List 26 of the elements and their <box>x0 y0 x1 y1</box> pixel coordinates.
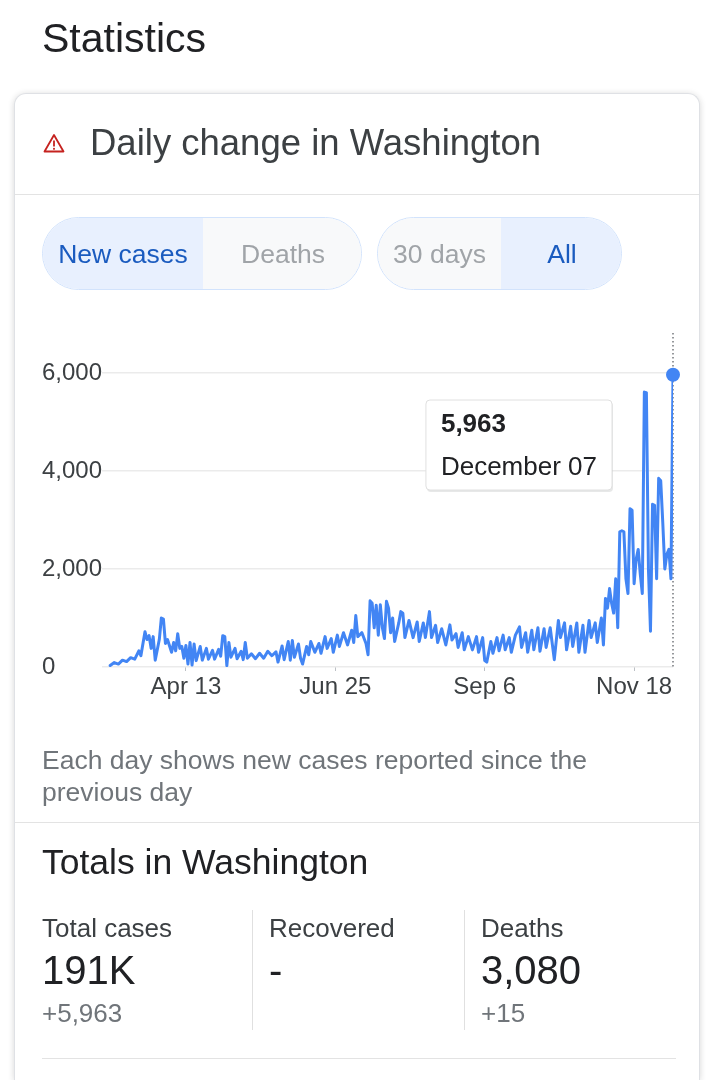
text: Statistics <box>42 14 207 63</box>
annotation: 5,963 <box>440 408 506 439</box>
text: Recovered <box>269 912 395 944</box>
text: 3,080 <box>481 947 582 994</box>
toggle-option: Deaths <box>203 218 361 289</box>
toggle-option: 30 days <box>378 218 501 289</box>
text: - <box>269 947 283 994</box>
text: +5,963 <box>42 997 123 1029</box>
toggle-option: All <box>501 218 621 289</box>
x-tick-label: Jun 25 <box>299 672 372 700</box>
annotation: December 07 <box>440 451 597 482</box>
text: Deaths <box>481 912 564 944</box>
text: 191K <box>42 947 136 994</box>
y-tick-label: 0 <box>42 651 56 679</box>
x-tick-label: Sep 6 <box>453 672 517 700</box>
text: +15 <box>481 997 526 1029</box>
toggle-option: New cases <box>43 218 203 289</box>
x-tick-label: Apr 13 <box>150 672 222 700</box>
text: Totals in Washington <box>42 841 369 883</box>
chart-title: Daily change in Washington <box>90 121 542 165</box>
y-tick-label: 4,000 <box>42 455 103 483</box>
text: Total cases <box>42 912 173 944</box>
x-tick-label: Nov 18 <box>596 672 673 700</box>
text: Each day shows new cases reported since the previous day <box>42 744 589 808</box>
y-tick-label: 6,000 <box>42 357 103 385</box>
y-tick-label: 2,000 <box>42 553 103 581</box>
